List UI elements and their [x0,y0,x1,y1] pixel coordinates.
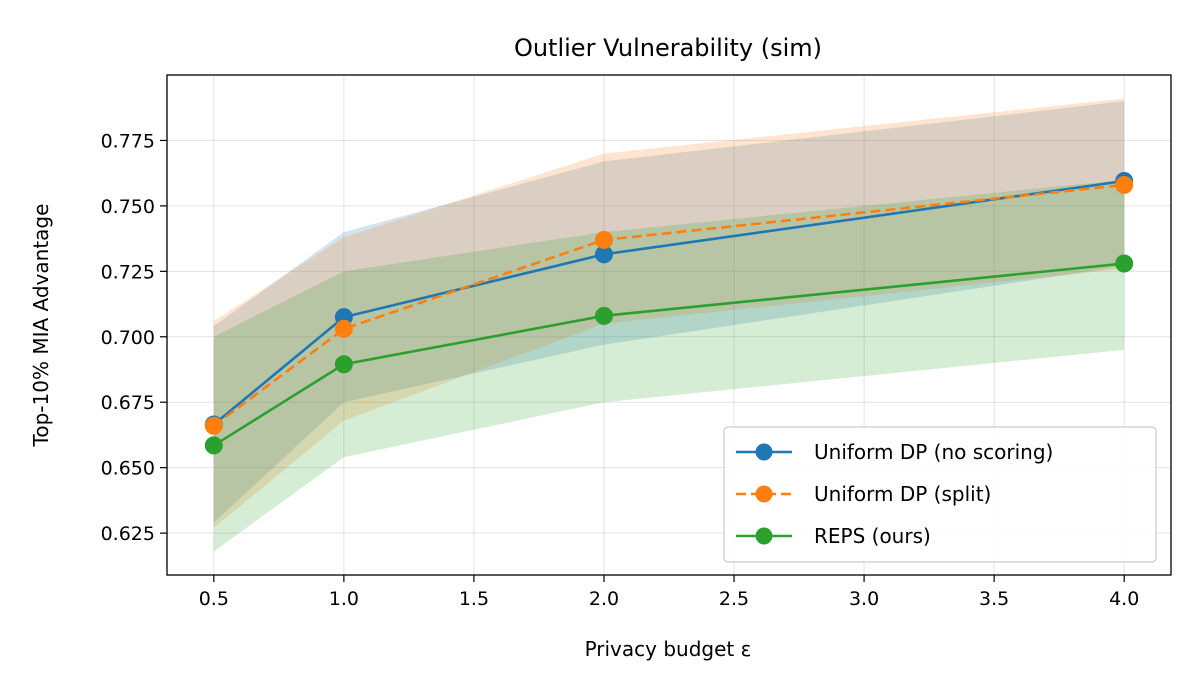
x-tick-label: 3.0 [849,588,879,610]
confidence-bands [213,98,1125,552]
x-axis-title: Privacy budget ε [585,637,752,661]
legend-label: Uniform DP (split) [814,482,991,506]
x-tick-label: 3.5 [979,588,1009,610]
confidence-band-series-1 [213,101,1125,523]
y-axis-ticks: 0.625 0.650 0.675 0.700 0.725 0.750 0.775 [101,130,167,545]
x-tick-label: 4.0 [1109,588,1139,610]
confidence-band-series-3 [213,179,1125,552]
chart-title: Outlier Vulnerability (sim) [514,34,822,62]
x-tick-label: 1.0 [329,588,359,610]
data-point [594,230,613,249]
data-point [334,355,353,374]
data-point [334,319,353,338]
x-tick-label: 0.5 [199,588,229,610]
y-tick-label: 0.750 [101,196,155,218]
legend: Uniform DP (no scoring) Uniform DP (split… [723,426,1157,563]
data-point [1115,254,1134,273]
legend-label: Uniform DP (no scoring) [814,440,1053,464]
x-axis-ticks: 0.5 1.0 1.5 2.0 2.5 3.0 3.5 4.0 [199,575,1139,610]
data-point [594,306,613,325]
legend-label: REPS (ours) [814,524,931,548]
data-point [1115,175,1134,194]
legend-marker [755,443,773,461]
y-tick-label: 0.775 [101,130,155,152]
legend-box [723,426,1157,563]
confidence-band-series-2 [213,98,1125,528]
y-tick-label: 0.675 [101,392,155,414]
legend-marker [755,485,773,503]
series-line-1 [212,179,1125,426]
series-lines [204,172,1134,455]
data-point [204,436,223,455]
legend-marker [755,527,773,545]
data-point [204,416,223,435]
plot-frame [166,74,1172,576]
y-tick-label: 0.650 [101,458,155,480]
series-line-2 [213,183,1125,427]
y-tick-label: 0.700 [101,327,155,349]
series-line-3 [213,262,1125,447]
y-tick-label: 0.725 [101,261,155,283]
x-tick-label: 2.0 [589,588,619,610]
y-axis-title: Top-10% MIA Advantage [29,204,53,448]
axes [166,74,1172,576]
x-tick-label: 2.5 [719,588,749,610]
x-tick-label: 1.5 [459,588,489,610]
y-tick-label: 0.625 [101,523,155,545]
